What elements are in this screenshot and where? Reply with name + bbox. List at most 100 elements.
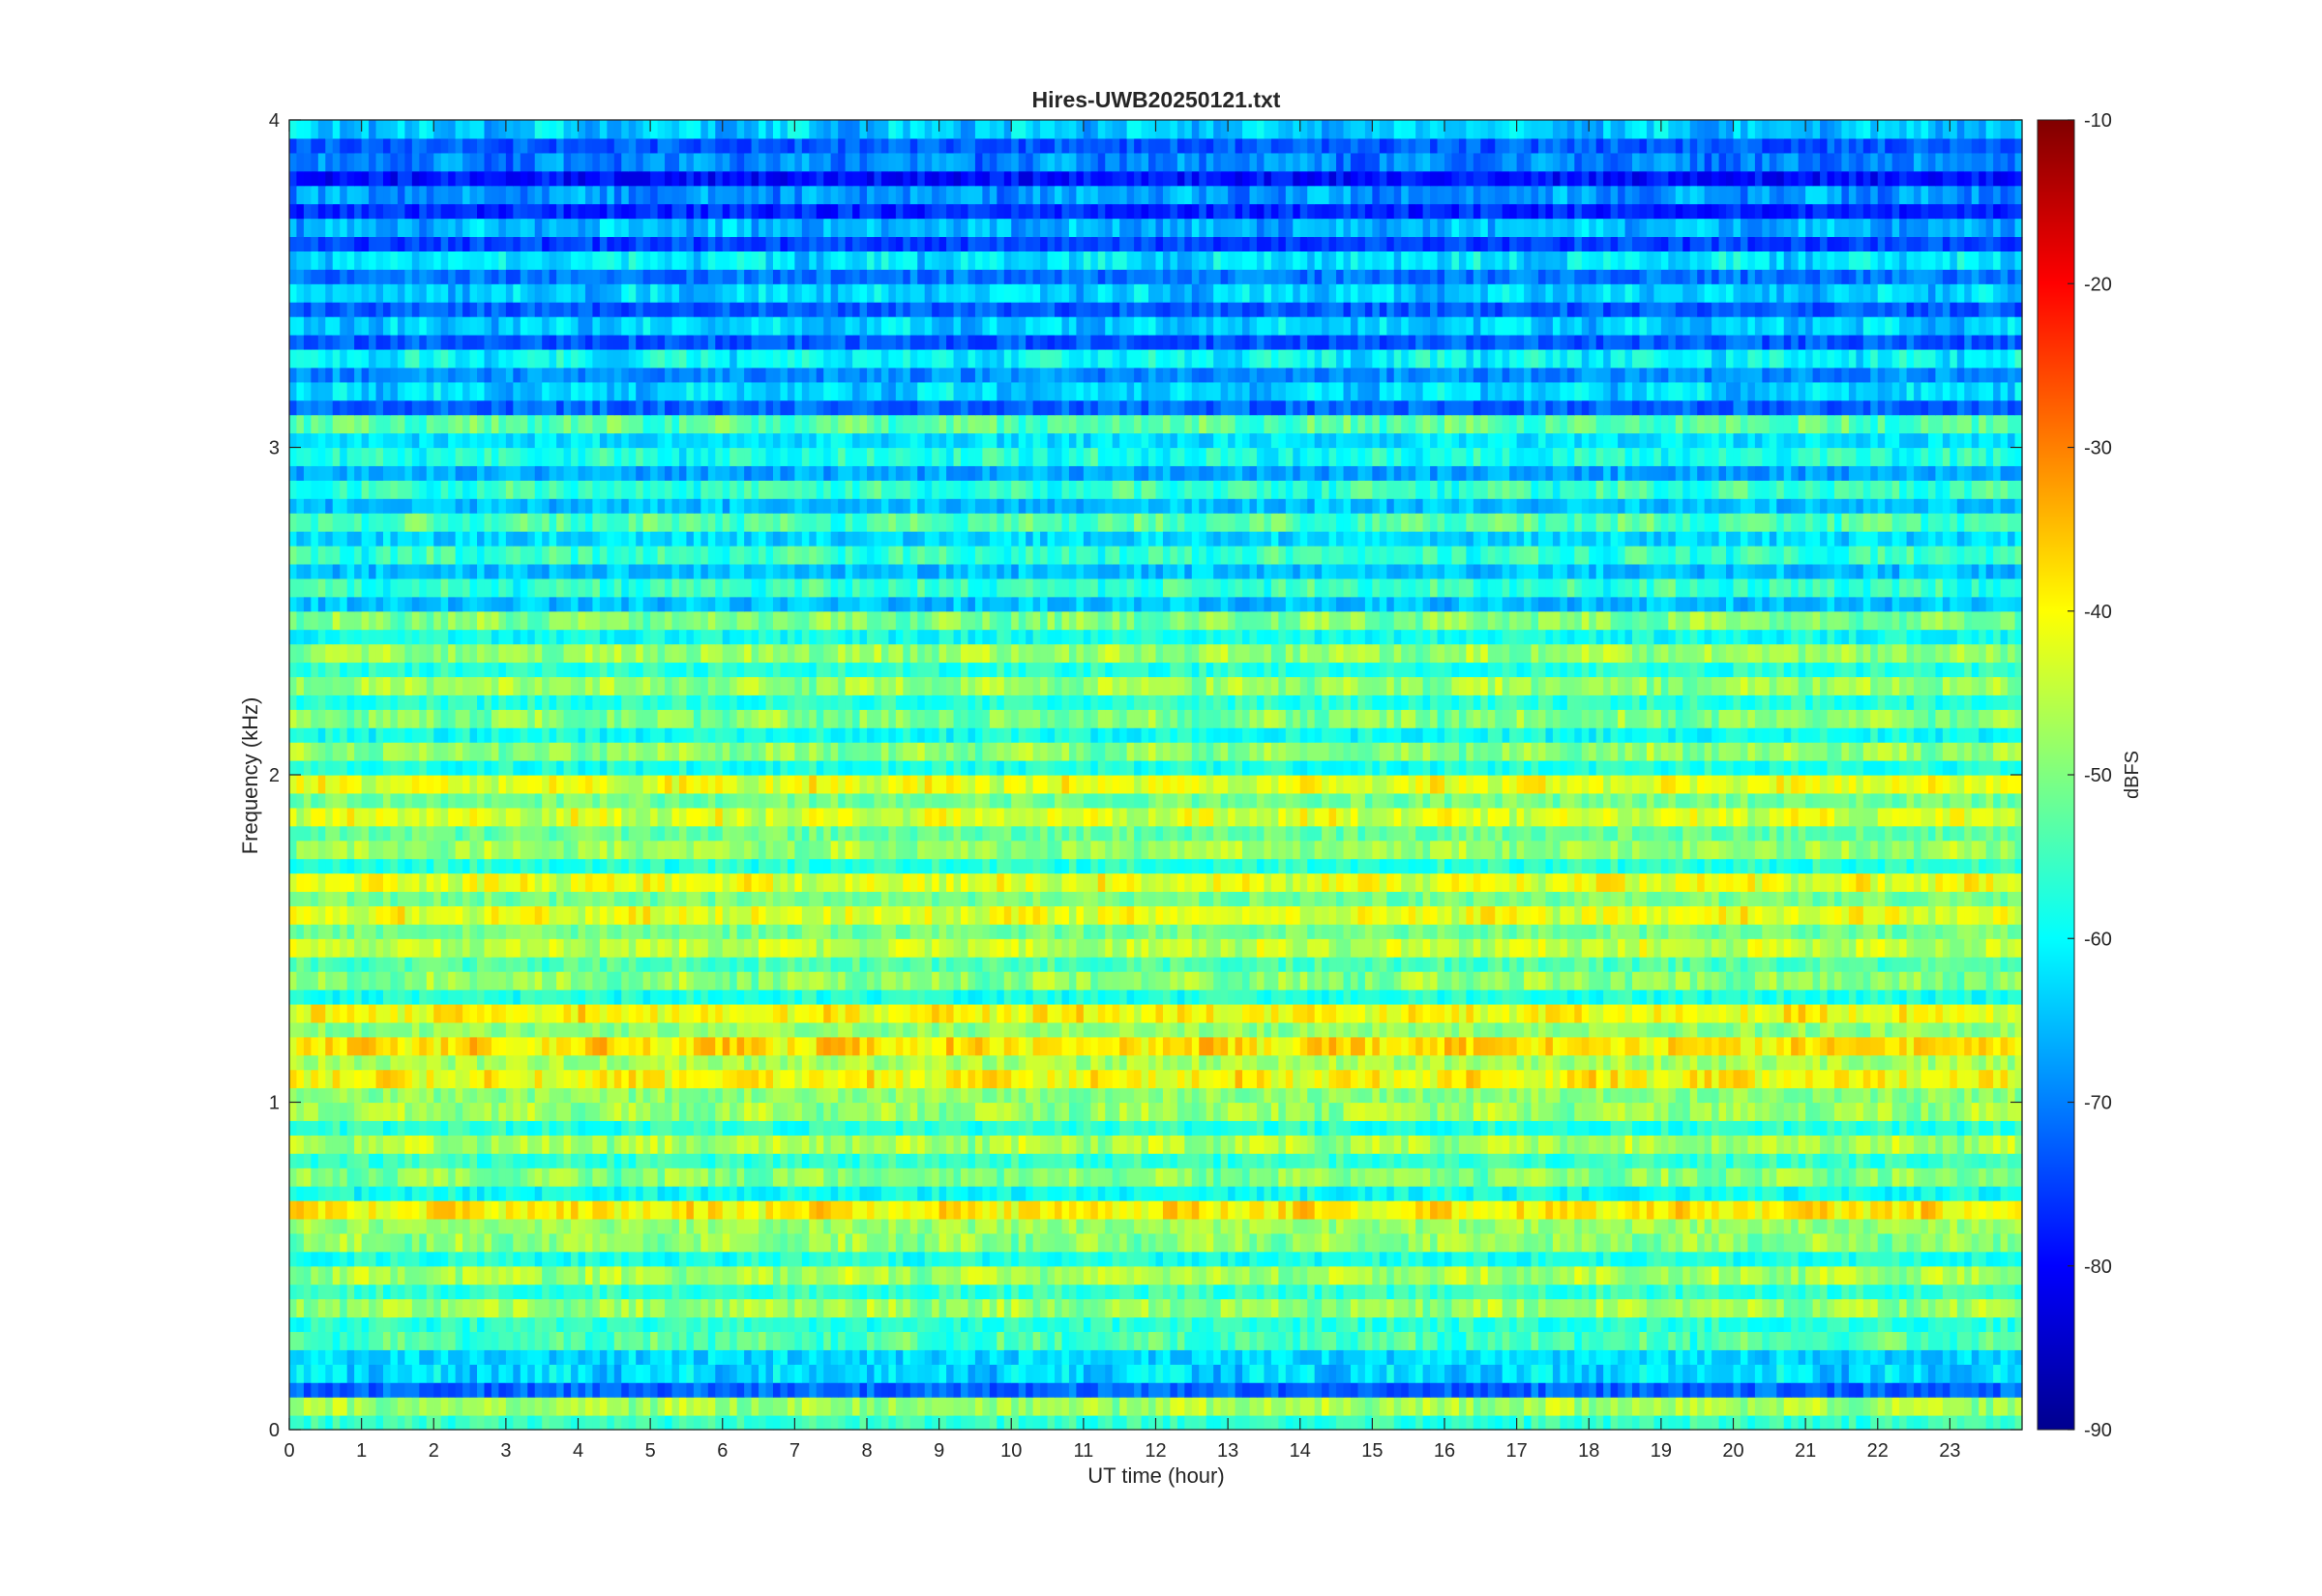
heatmap-cell xyxy=(672,1187,680,1201)
heatmap-cell xyxy=(1979,1317,1986,1332)
heatmap-cell xyxy=(1026,1364,1033,1383)
heatmap-cell xyxy=(1119,1233,1127,1253)
heatmap-cell xyxy=(433,1331,441,1350)
heatmap-cell xyxy=(1928,1233,1936,1253)
heatmap-cell xyxy=(1719,1317,1727,1332)
heatmap-cell xyxy=(362,1220,370,1234)
heatmap-cell xyxy=(1625,1167,1633,1187)
heatmap-cell xyxy=(723,1383,730,1398)
heatmap-cell xyxy=(506,1397,514,1416)
heatmap-cell xyxy=(412,1103,420,1122)
heatmap-cell xyxy=(477,1187,485,1201)
heatmap-cell xyxy=(614,1364,622,1383)
heatmap-cell xyxy=(665,1285,672,1299)
heatmap-cell xyxy=(1603,1416,1611,1431)
heatmap-cell xyxy=(498,1187,506,1201)
heatmap-cell xyxy=(1423,1135,1431,1154)
heatmap-cell xyxy=(1357,1135,1365,1154)
heatmap-cell xyxy=(1351,1285,1358,1299)
heatmap-cell xyxy=(462,1416,470,1431)
heatmap-cell xyxy=(333,1233,341,1253)
heatmap-cell xyxy=(1784,1233,1792,1253)
heatmap-cell xyxy=(427,1416,434,1431)
heatmap-cell xyxy=(1928,1285,1936,1299)
heatmap-cell xyxy=(954,1331,962,1350)
heatmap-cell xyxy=(1170,1220,1177,1234)
heatmap-cell xyxy=(1647,1167,1654,1187)
heatmap-cell xyxy=(788,1088,795,1103)
heatmap-cell xyxy=(456,1187,463,1201)
heatmap-cell xyxy=(860,1200,868,1220)
heatmap-cell xyxy=(404,1154,412,1168)
heatmap-cell xyxy=(491,1088,499,1103)
heatmap-cell xyxy=(1841,1416,1849,1431)
heatmap-cell xyxy=(1582,1383,1590,1398)
heatmap-cell xyxy=(1170,1350,1177,1365)
heatmap-cell xyxy=(1668,1285,1676,1299)
heatmap-cell xyxy=(383,1331,391,1350)
heatmap-cell xyxy=(817,1299,824,1318)
heatmap-cell xyxy=(1430,1364,1438,1383)
heatmap-cell xyxy=(1177,1252,1185,1266)
heatmap-cell xyxy=(817,1364,824,1383)
heatmap-cell xyxy=(347,1167,355,1187)
heatmap-cell xyxy=(404,1364,412,1383)
heatmap-cell xyxy=(1719,1187,1727,1201)
heatmap-cell xyxy=(1899,1331,1907,1350)
heatmap-cell xyxy=(2008,1103,2015,1122)
heatmap-cell xyxy=(1647,1233,1654,1253)
heatmap-cell xyxy=(1639,1252,1647,1266)
heatmap-cell xyxy=(347,1121,355,1136)
heatmap-cell xyxy=(484,1200,491,1220)
heatmap-cell xyxy=(521,1135,528,1154)
heatmap-cell xyxy=(1726,1233,1734,1253)
heatmap-cell xyxy=(1315,1233,1323,1253)
heatmap-cell xyxy=(729,1317,737,1332)
heatmap-cell xyxy=(296,1187,304,1201)
heatmap-cell xyxy=(542,1233,550,1253)
heatmap-cell xyxy=(1090,1187,1098,1201)
heatmap-cell xyxy=(398,1285,405,1299)
heatmap-cell xyxy=(1329,1397,1337,1416)
heatmap-cell xyxy=(470,1350,478,1365)
heatmap-cell xyxy=(1813,1167,1821,1187)
heatmap-cell xyxy=(694,1350,701,1365)
heatmap-cell xyxy=(968,1103,975,1122)
heatmap-cell xyxy=(318,1285,326,1299)
heatmap-cell xyxy=(1755,1252,1763,1266)
heatmap-cell xyxy=(1011,1317,1019,1332)
heatmap-cell xyxy=(404,1285,412,1299)
heatmap-cell xyxy=(1444,1416,1452,1431)
heatmap-cell xyxy=(1192,1103,1200,1122)
heatmap-cell xyxy=(946,1233,954,1253)
heatmap-cell xyxy=(521,1167,528,1187)
heatmap-cell xyxy=(1661,1252,1669,1266)
heatmap-cell xyxy=(1055,1285,1062,1299)
heatmap-cell xyxy=(296,1383,304,1398)
heatmap-cell xyxy=(1625,1121,1633,1136)
heatmap-cell xyxy=(1242,1252,1250,1266)
heatmap-cell xyxy=(542,1416,550,1431)
heatmap-cell xyxy=(1603,1135,1611,1154)
heatmap-cell xyxy=(1596,1350,1604,1365)
heatmap-cell xyxy=(1019,1220,1027,1234)
heatmap-cell xyxy=(404,1252,412,1266)
heatmap-cell xyxy=(1885,1383,1892,1398)
heatmap-cell xyxy=(1892,1266,1900,1286)
heatmap-cell xyxy=(694,1397,701,1416)
heatmap-cell xyxy=(1372,1167,1380,1187)
heatmap-cell xyxy=(1170,1252,1177,1266)
heatmap-cell xyxy=(333,1252,341,1266)
heatmap-cell xyxy=(780,1331,788,1350)
heatmap-cell xyxy=(1401,1266,1409,1286)
heatmap-cell xyxy=(1119,1285,1127,1299)
heatmap-cell xyxy=(1409,1317,1416,1332)
heatmap-cell xyxy=(614,1266,622,1286)
heatmap-cell xyxy=(881,1364,889,1383)
heatmap-cell xyxy=(1336,1252,1344,1266)
heatmap-cell xyxy=(542,1266,550,1286)
heatmap-cell xyxy=(1069,1154,1077,1168)
heatmap-cell xyxy=(658,1416,666,1431)
heatmap-cell xyxy=(304,1167,312,1187)
heatmap-cell xyxy=(311,1416,318,1431)
